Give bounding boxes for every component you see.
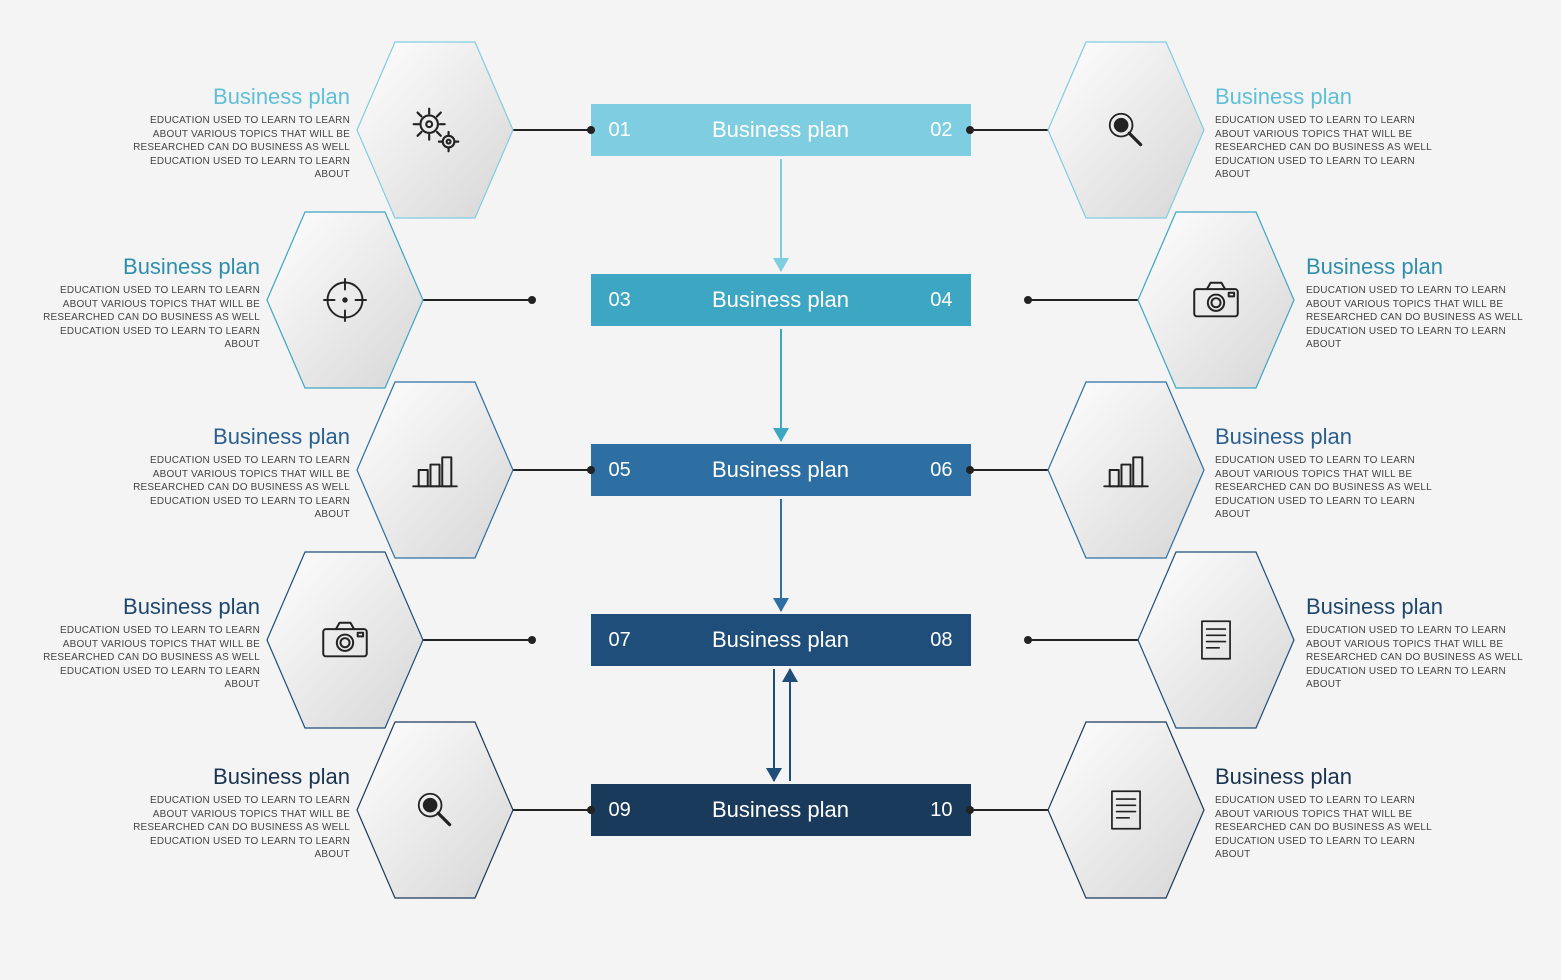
step-number-right: 04 <box>930 289 952 312</box>
document-icon <box>1094 778 1158 842</box>
text-right-4: Business plan EDUCATION USED TO LEARN TO… <box>1306 594 1526 692</box>
step-number-left: 05 <box>609 459 631 482</box>
step-number-left: 09 <box>609 799 631 822</box>
hex-right-1 <box>1046 40 1206 220</box>
bar-title: Business plan <box>712 117 849 143</box>
text-right-3: Business plan EDUCATION USED TO LEARN TO… <box>1215 424 1435 522</box>
text-title: Business plan <box>1306 254 1526 280</box>
arrow-down-4 <box>773 669 775 781</box>
text-title: Business plan <box>1215 764 1435 790</box>
text-title: Business plan <box>1306 594 1526 620</box>
step-number-right: 06 <box>930 459 952 482</box>
magnifier-icon <box>1094 98 1158 162</box>
gears-icon <box>403 98 467 162</box>
text-title: Business plan <box>40 594 260 620</box>
text-left-5: Business plan EDUCATION USED TO LEARN TO… <box>130 764 350 862</box>
text-right-2: Business plan EDUCATION USED TO LEARN TO… <box>1306 254 1526 352</box>
target-icon <box>313 268 377 332</box>
bar-title: Business plan <box>712 457 849 483</box>
text-title: Business plan <box>1215 84 1435 110</box>
bar-title: Business plan <box>712 627 849 653</box>
document-icon <box>1184 608 1248 672</box>
connector-right-2 <box>1028 299 1148 301</box>
text-title: Business plan <box>40 254 260 280</box>
text-body: EDUCATION USED TO LEARN TO LEARN ABOUT V… <box>40 624 260 692</box>
text-title: Business plan <box>130 764 350 790</box>
text-title: Business plan <box>130 84 350 110</box>
text-left-3: Business plan EDUCATION USED TO LEARN TO… <box>130 424 350 522</box>
hex-right-4 <box>1136 550 1296 730</box>
text-body: EDUCATION USED TO LEARN TO LEARN ABOUT V… <box>1306 284 1526 352</box>
center-bar-2: 03 Business plan 04 <box>591 274 971 326</box>
text-body: EDUCATION USED TO LEARN TO LEARN ABOUT V… <box>130 454 350 522</box>
text-body: EDUCATION USED TO LEARN TO LEARN ABOUT V… <box>1306 624 1526 692</box>
step-number-right: 02 <box>930 119 952 142</box>
text-title: Business plan <box>1215 424 1435 450</box>
text-body: EDUCATION USED TO LEARN TO LEARN ABOUT V… <box>1215 794 1435 862</box>
barchart-icon <box>403 438 467 502</box>
text-title: Business plan <box>130 424 350 450</box>
text-body: EDUCATION USED TO LEARN TO LEARN ABOUT V… <box>130 114 350 182</box>
text-body: EDUCATION USED TO LEARN TO LEARN ABOUT V… <box>1215 454 1435 522</box>
connector-left-4 <box>412 639 532 641</box>
hex-left-1 <box>355 40 515 220</box>
hex-left-3 <box>355 380 515 560</box>
hex-right-2 <box>1136 210 1296 390</box>
connector-right-4 <box>1028 639 1148 641</box>
barchart-icon <box>1094 438 1158 502</box>
step-number-right: 10 <box>930 799 952 822</box>
center-bar-3: 05 Business plan 06 <box>591 444 971 496</box>
text-body: EDUCATION USED TO LEARN TO LEARN ABOUT V… <box>40 284 260 352</box>
hex-left-4 <box>265 550 425 730</box>
arrow-1 <box>780 159 782 271</box>
step-number-right: 08 <box>930 629 952 652</box>
arrow-up-4 <box>789 669 791 781</box>
text-body: EDUCATION USED TO LEARN TO LEARN ABOUT V… <box>130 794 350 862</box>
bar-title: Business plan <box>712 797 849 823</box>
hex-right-3 <box>1046 380 1206 560</box>
step-number-left: 03 <box>609 289 631 312</box>
arrow-2 <box>780 329 782 441</box>
center-bar-4: 07 Business plan 08 <box>591 614 971 666</box>
text-right-1: Business plan EDUCATION USED TO LEARN TO… <box>1215 84 1435 182</box>
center-bar-5: 09 Business plan 10 <box>591 784 971 836</box>
arrow-3 <box>780 499 782 611</box>
text-left-1: Business plan EDUCATION USED TO LEARN TO… <box>130 84 350 182</box>
text-body: EDUCATION USED TO LEARN TO LEARN ABOUT V… <box>1215 114 1435 182</box>
camera-icon <box>1184 268 1248 332</box>
connector-left-2 <box>412 299 532 301</box>
text-right-5: Business plan EDUCATION USED TO LEARN TO… <box>1215 764 1435 862</box>
hex-right-5 <box>1046 720 1206 900</box>
center-bar-1: 01 Business plan 02 <box>591 104 971 156</box>
camera-icon <box>313 608 377 672</box>
magnifier-icon <box>403 778 467 842</box>
step-number-left: 07 <box>609 629 631 652</box>
text-left-2: Business plan EDUCATION USED TO LEARN TO… <box>40 254 260 352</box>
text-left-4: Business plan EDUCATION USED TO LEARN TO… <box>40 594 260 692</box>
hex-left-2 <box>265 210 425 390</box>
hex-left-5 <box>355 720 515 900</box>
bar-title: Business plan <box>712 287 849 313</box>
step-number-left: 01 <box>609 119 631 142</box>
